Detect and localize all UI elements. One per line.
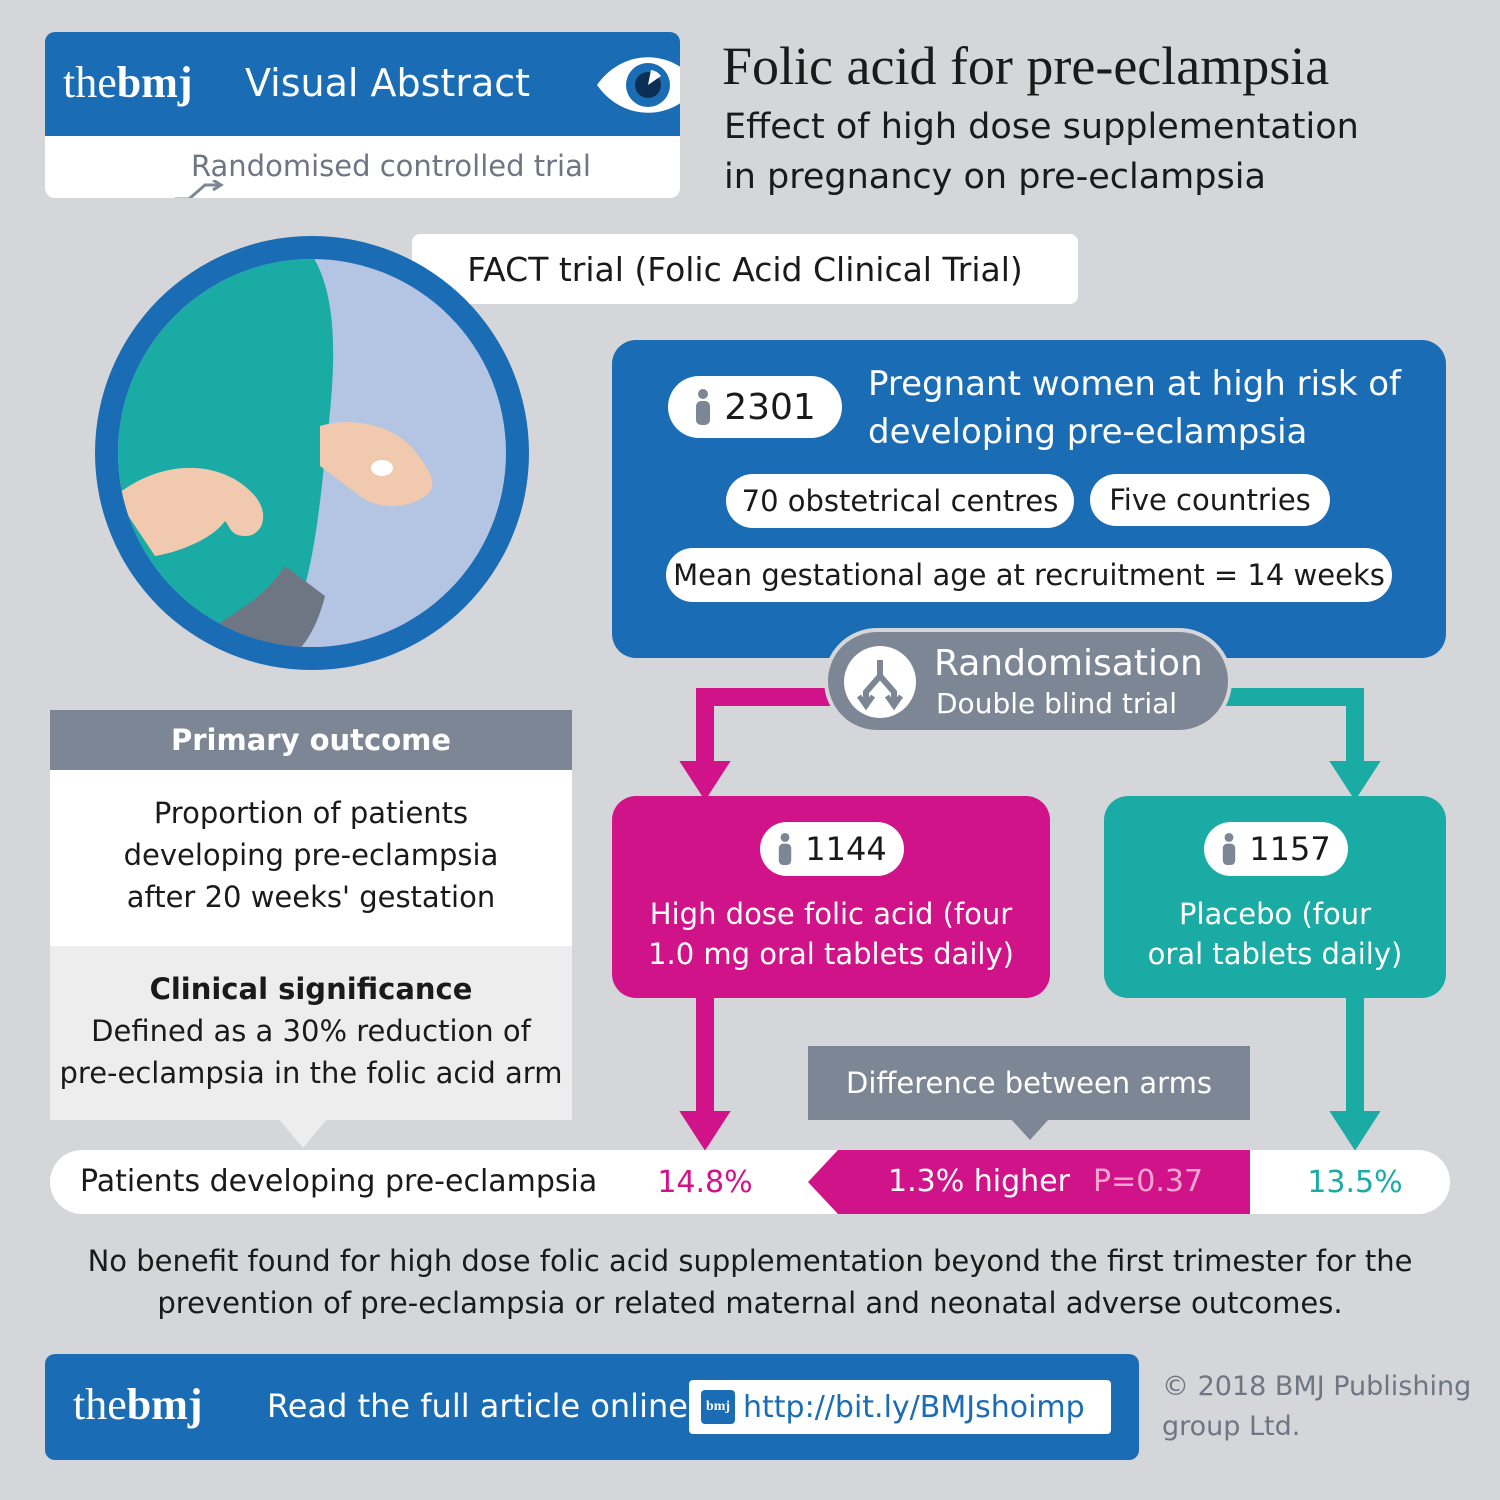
placebo-label-line1: Placebo (four [1178,897,1372,931]
magenta-arrowhead-top [679,761,731,801]
difference-value: 1.3% higher [888,1164,1070,1199]
centres-pill: 70 obstetrical centres [726,474,1074,528]
difference-label-box: Difference between arms [808,1046,1250,1120]
population-description-line2: developing pre-eclampsia [868,412,1308,452]
pregnant-woman-illustration [95,236,529,670]
placebo-label-line2: oral tablets daily) [1147,937,1403,971]
population-count-pill: 2301 [668,376,842,438]
logo-the: the [63,58,117,107]
page-title: Folic acid for pre-eclampsia [722,36,1330,96]
difference-pointer [1010,1118,1050,1140]
intervention-result: 14.8% [635,1150,775,1214]
person-icon [779,833,792,865]
teal-arrowhead-bottom [1329,1111,1381,1151]
intervention-count: 1144 [805,830,887,868]
difference-label: Difference between arms [846,1066,1212,1100]
copyright-line2: group Ltd. [1162,1411,1301,1442]
intervention-arm-box: 1144 High dose folic acid (four 1.0 mg o… [612,796,1050,998]
intervention-value: 14.8% [657,1164,753,1200]
eye-icon [597,57,680,113]
study-type: Randomised controlled trial [191,149,591,183]
trial-name-label: FACT trial (Folic Acid Clinical Trial) [412,234,1078,304]
intervention-label-line1: High dose folic acid (four [649,897,1013,931]
magenta-arrow-top [696,688,840,770]
placebo-count-pill: 1157 [1204,822,1348,876]
clinical-significance-title: Clinical significance [149,972,473,1006]
person-icon [696,389,711,425]
randomisation-title: Randomisation [934,643,1203,684]
placebo-result: 13.5% [1285,1150,1425,1214]
countries-pill: Five countries [1090,474,1330,526]
intervention-count-pill: 1144 [760,822,904,876]
centres: 70 obstetrical centres [741,484,1059,518]
bmj-logo: thebmj [63,58,193,108]
countries: Five countries [1109,483,1311,517]
randomisation-subtitle: Double blind trial [936,687,1178,720]
placebo-value: 13.5% [1307,1164,1403,1200]
article-link[interactable]: bmj http://bit.ly/BMJshoimp [689,1380,1111,1434]
gestational-age-pill: Mean gestational age at recruitment = 14… [666,548,1392,602]
results-bar: Patients developing pre-eclampsia 14.8% … [50,1150,1450,1214]
randomisation-pill: Randomisation Double blind trial [824,628,1232,734]
trial-name: FACT trial (Folic Acid Clinical Trial) [467,249,1023,289]
clinical-significance-line1: Defined as a 30% reduction of [91,1014,531,1048]
visual-abstract-badge: thebmj Visual Abstract Randomised contro… [45,32,680,198]
clinical-significance-section: Clinical significance Defined as a 30% r… [50,946,572,1120]
primary-outcome-line3: after 20 weeks' gestation [126,880,496,914]
footer-logo-the: the [73,1380,127,1429]
primary-outcome-header: Primary outcome [50,710,572,770]
gestational-age: Mean gestational age at recruitment = 14… [673,558,1385,592]
placebo-arm-box: 1157 Placebo (four oral tablets daily) [1104,796,1446,998]
intervention-label-line2: 1.0 mg oral tablets daily) [648,937,1014,971]
clinical-significance-line2: pre-eclampsia in the folic acid arm [59,1056,563,1090]
page-subtitle-line1: Effect of high dose supplementation [724,107,1359,147]
primary-outcome-line1: Proportion of patients [153,796,469,830]
split-arrow-icon [175,180,224,198]
conclusion-line1: No benefit found for high dose folic aci… [87,1244,1413,1278]
magenta-arrowhead-bottom [679,1111,731,1151]
badge-top: thebmj Visual Abstract [45,32,680,136]
teal-arrow-top [1220,688,1364,770]
copyright-line1: © 2018 BMJ Publishing [1162,1371,1472,1402]
randomisation-icon [844,646,916,718]
population-box: 2301 Pregnant women at high risk of deve… [612,340,1446,658]
teal-arrowhead-top [1329,761,1381,801]
badge-title: Visual Abstract [245,61,531,105]
bmj-link-icon-text: bmj [705,1399,731,1414]
outcome-pointer [278,1118,328,1148]
page-subtitle-line2: in pregnancy on pre-eclampsia [724,157,1266,197]
primary-outcome-panel: Primary outcome Proportion of patients d… [50,710,572,1120]
footer-bar: thebmj Read the full article online bmj … [45,1354,1139,1460]
placebo-count: 1157 [1249,830,1331,868]
primary-outcome-body: Proportion of patients developing pre-ec… [50,770,572,946]
footer-bmj-logo: thebmj [73,1380,203,1430]
conclusion-line2: prevention of pre-eclampsia or related m… [157,1286,1343,1320]
article-url[interactable]: http://bit.ly/BMJshoimp [743,1389,1085,1425]
bmj-link-icon: bmj [701,1390,735,1424]
difference-bar [808,1150,1250,1214]
primary-outcome-line2: developing pre-eclampsia [123,838,499,872]
population-description-line1: Pregnant women at high risk of [868,364,1402,404]
p-value: P=0.37 [1093,1164,1204,1199]
footer-logo-bmj: bmj [126,1380,203,1429]
results-row-label: Patients developing pre-eclampsia [80,1164,598,1199]
read-article-label: Read the full article online [267,1387,688,1425]
primary-outcome-title: Primary outcome [170,723,452,757]
logo-bmj: bmj [116,58,193,107]
person-icon [1223,833,1236,865]
population-count: 2301 [724,386,816,428]
